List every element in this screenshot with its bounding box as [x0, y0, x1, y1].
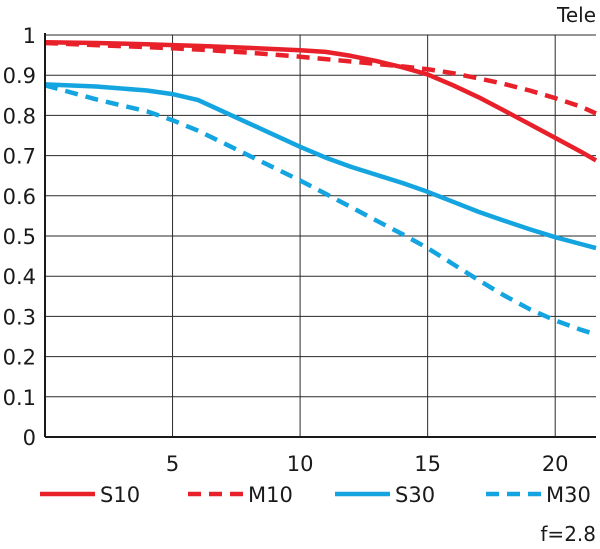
y-tick-label: 0	[23, 426, 36, 450]
chart-title: Tele	[556, 3, 596, 27]
x-tick-label: 15	[414, 452, 441, 476]
legend: S10 M10 S30 M30	[40, 483, 591, 507]
series-line-s30	[44, 82, 597, 251]
tick-labels: 00.10.20.30.40.50.60.70.80.915 10 15 20	[3, 24, 569, 476]
x-tick-label: 20	[542, 452, 569, 476]
x-tick-label: 10	[287, 452, 314, 476]
grid	[45, 34, 596, 437]
y-tick-label: 0.6	[3, 185, 36, 209]
y-tick-label: 1	[23, 24, 36, 48]
y-tick-label: 0.1	[3, 386, 36, 410]
series-line-m10	[44, 40, 597, 116]
y-tick-label: 0.5	[3, 225, 36, 249]
legend-label-m30: M30	[546, 483, 591, 507]
y-tick-label: 0.4	[3, 265, 36, 289]
y-tick-label: 0.2	[3, 346, 36, 370]
legend-label-m10: M10	[248, 483, 293, 507]
x-tick-label: 5	[166, 452, 179, 476]
series-line-m30	[44, 83, 597, 337]
y-tick-label: 0.8	[3, 104, 36, 128]
axes	[44, 33, 596, 438]
aperture-note: f=2.8	[540, 522, 596, 546]
series-lines	[44, 39, 598, 337]
y-tick-label: 0.9	[3, 64, 36, 88]
series-line-s10	[44, 39, 598, 163]
y-tick-label: 0.3	[3, 305, 36, 329]
legend-label-s10: S10	[100, 483, 140, 507]
legend-label-s30: S30	[395, 483, 435, 507]
y-tick-label: 0.7	[3, 145, 36, 169]
